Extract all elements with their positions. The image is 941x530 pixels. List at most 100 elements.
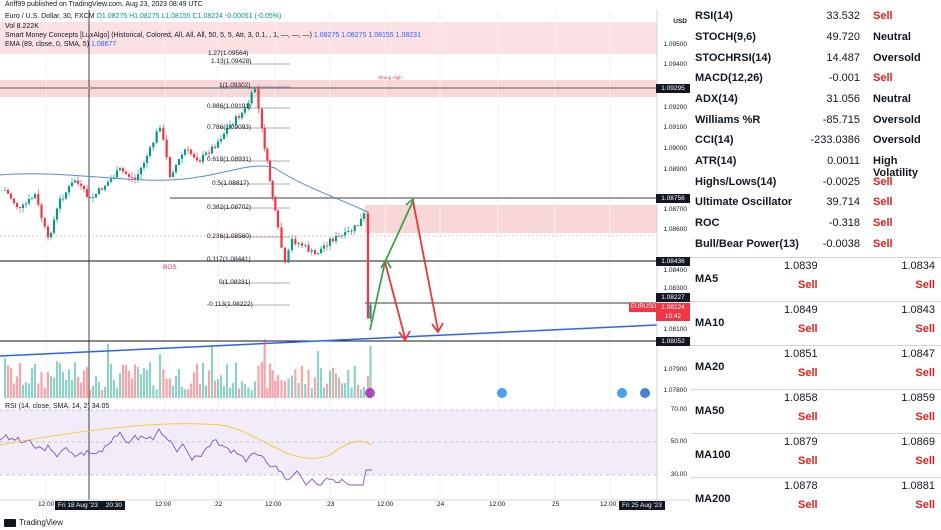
moving-average-row: MA50 1.0858 Sell 1.0859 Sell xyxy=(690,389,941,433)
volume-bar xyxy=(49,376,53,398)
time-tick: 25 xyxy=(552,501,560,508)
currency-label[interactable]: USD xyxy=(673,18,687,25)
candle-body xyxy=(183,149,187,155)
volume-bar xyxy=(30,368,34,398)
price-box: 1.08436 xyxy=(656,257,690,266)
volume-bar xyxy=(290,375,294,398)
indicator-value: -233.0386 xyxy=(810,134,860,146)
volume-bar xyxy=(322,387,326,398)
volume-bar xyxy=(313,377,317,398)
indicator-value: 49.720 xyxy=(826,31,860,43)
candle-body xyxy=(67,186,71,193)
volume-bar xyxy=(216,379,220,398)
volume-bar xyxy=(33,364,37,398)
price-chart[interactable] xyxy=(0,0,690,530)
volume-line[interactable]: Vol 8.222K xyxy=(5,23,39,30)
candle-body xyxy=(109,178,113,182)
volume-bar xyxy=(94,376,98,398)
ma-simple-action: Sell xyxy=(798,455,818,467)
volume-bar xyxy=(40,371,43,398)
fib-label: 0.382(1.08702) xyxy=(207,204,252,211)
candle-body xyxy=(177,158,181,165)
indicator-value: 39.714 xyxy=(826,196,860,208)
volume-bar xyxy=(6,365,10,398)
candle-body xyxy=(263,128,266,149)
ma-exp-value: 1.0834 xyxy=(901,260,935,272)
volume-bar xyxy=(76,376,80,398)
volume-bar xyxy=(319,367,323,398)
tradingview-icon xyxy=(4,518,16,527)
candle-body xyxy=(9,193,13,199)
ma-name: MA200 xyxy=(695,493,731,505)
symbol-tag: EURUSD xyxy=(629,303,659,312)
volume-bar xyxy=(325,383,329,398)
volume-bar xyxy=(328,370,332,398)
time-tick: 22 xyxy=(215,501,223,508)
symbol-name[interactable]: Euro / U.S. Dollar, 30, FXCM xyxy=(5,13,95,20)
volume-bar xyxy=(334,373,338,398)
volume-bar xyxy=(366,376,370,398)
ema-legend-line[interactable]: EMA (89, close, 0, SMA, 5) 1.08677 xyxy=(5,41,116,48)
volume-bar xyxy=(207,370,211,398)
candle-body xyxy=(216,141,220,148)
candle-body xyxy=(304,245,307,246)
ma-exp-action: Sell xyxy=(915,411,935,423)
price-tick: 1.09100 xyxy=(663,124,688,131)
volume-bar xyxy=(158,354,162,398)
volume-bar xyxy=(253,381,257,398)
candle-body xyxy=(276,210,280,228)
ma-name: MA20 xyxy=(695,361,725,373)
volume-bar xyxy=(70,379,74,398)
rsi-ma-line xyxy=(0,423,373,459)
candle-body xyxy=(18,207,22,209)
tradingview-logo[interactable]: TradingView xyxy=(4,518,63,527)
volume-bar xyxy=(82,370,86,398)
ohlc-values: O1.08275 H1.08275 L1.08155 C1.08224 -0.0… xyxy=(96,13,282,20)
price-box: 1.09295 xyxy=(656,84,690,93)
volume-bar xyxy=(139,374,143,398)
candle-body xyxy=(40,204,43,219)
candle-body xyxy=(152,142,155,148)
candle-body xyxy=(257,88,260,109)
volume-bar xyxy=(37,383,40,398)
candle-body xyxy=(76,180,80,184)
volume-bar xyxy=(180,387,184,398)
candle-body xyxy=(115,170,119,178)
candle-body xyxy=(30,198,34,200)
fib-label: 1(1.09302) xyxy=(219,82,251,89)
volume-bar xyxy=(91,385,95,398)
volume-bar xyxy=(171,385,175,398)
volume-bar xyxy=(115,388,119,398)
current-price-box: 1.08224 xyxy=(656,303,690,312)
volume-bar xyxy=(24,382,28,398)
candle-body xyxy=(240,112,244,118)
candle-body xyxy=(219,138,223,142)
volume-bar xyxy=(168,378,172,398)
smc-line[interactable]: Smart Money Concepts [LuxAlgo] (Historic… xyxy=(5,32,421,39)
candle-body xyxy=(213,146,217,148)
candle-body xyxy=(369,304,372,319)
chart-panel[interactable]: Ariff99 published on TradingView.com, Au… xyxy=(0,0,690,530)
candle-body xyxy=(222,133,226,139)
candle-body xyxy=(343,232,347,236)
time-tick: 23 xyxy=(327,501,335,508)
candle-body xyxy=(145,156,149,163)
volume-bar xyxy=(106,343,110,398)
candle-body xyxy=(37,194,40,205)
volume-bar xyxy=(183,389,187,398)
indicator-action: High Volatility xyxy=(873,155,919,179)
volume-bar xyxy=(130,378,134,398)
candle-body xyxy=(313,250,317,255)
volume-bar xyxy=(112,379,116,398)
volume-bar xyxy=(177,369,181,398)
rsi-legend[interactable]: RSI (14, close, SMA, 14, 2) 34.05 xyxy=(5,403,110,410)
supply-zone-mid xyxy=(365,205,657,233)
volume-bar xyxy=(67,369,71,398)
volume-bar xyxy=(97,381,101,398)
candle-body xyxy=(294,238,297,245)
price-tick: 1.09400 xyxy=(663,61,688,68)
candle-body xyxy=(316,253,320,255)
indicator-value: 31.056 xyxy=(826,93,860,105)
indicator-row: CCI(14) -233.0386 Oversold xyxy=(690,131,941,151)
candle-body xyxy=(271,180,274,198)
